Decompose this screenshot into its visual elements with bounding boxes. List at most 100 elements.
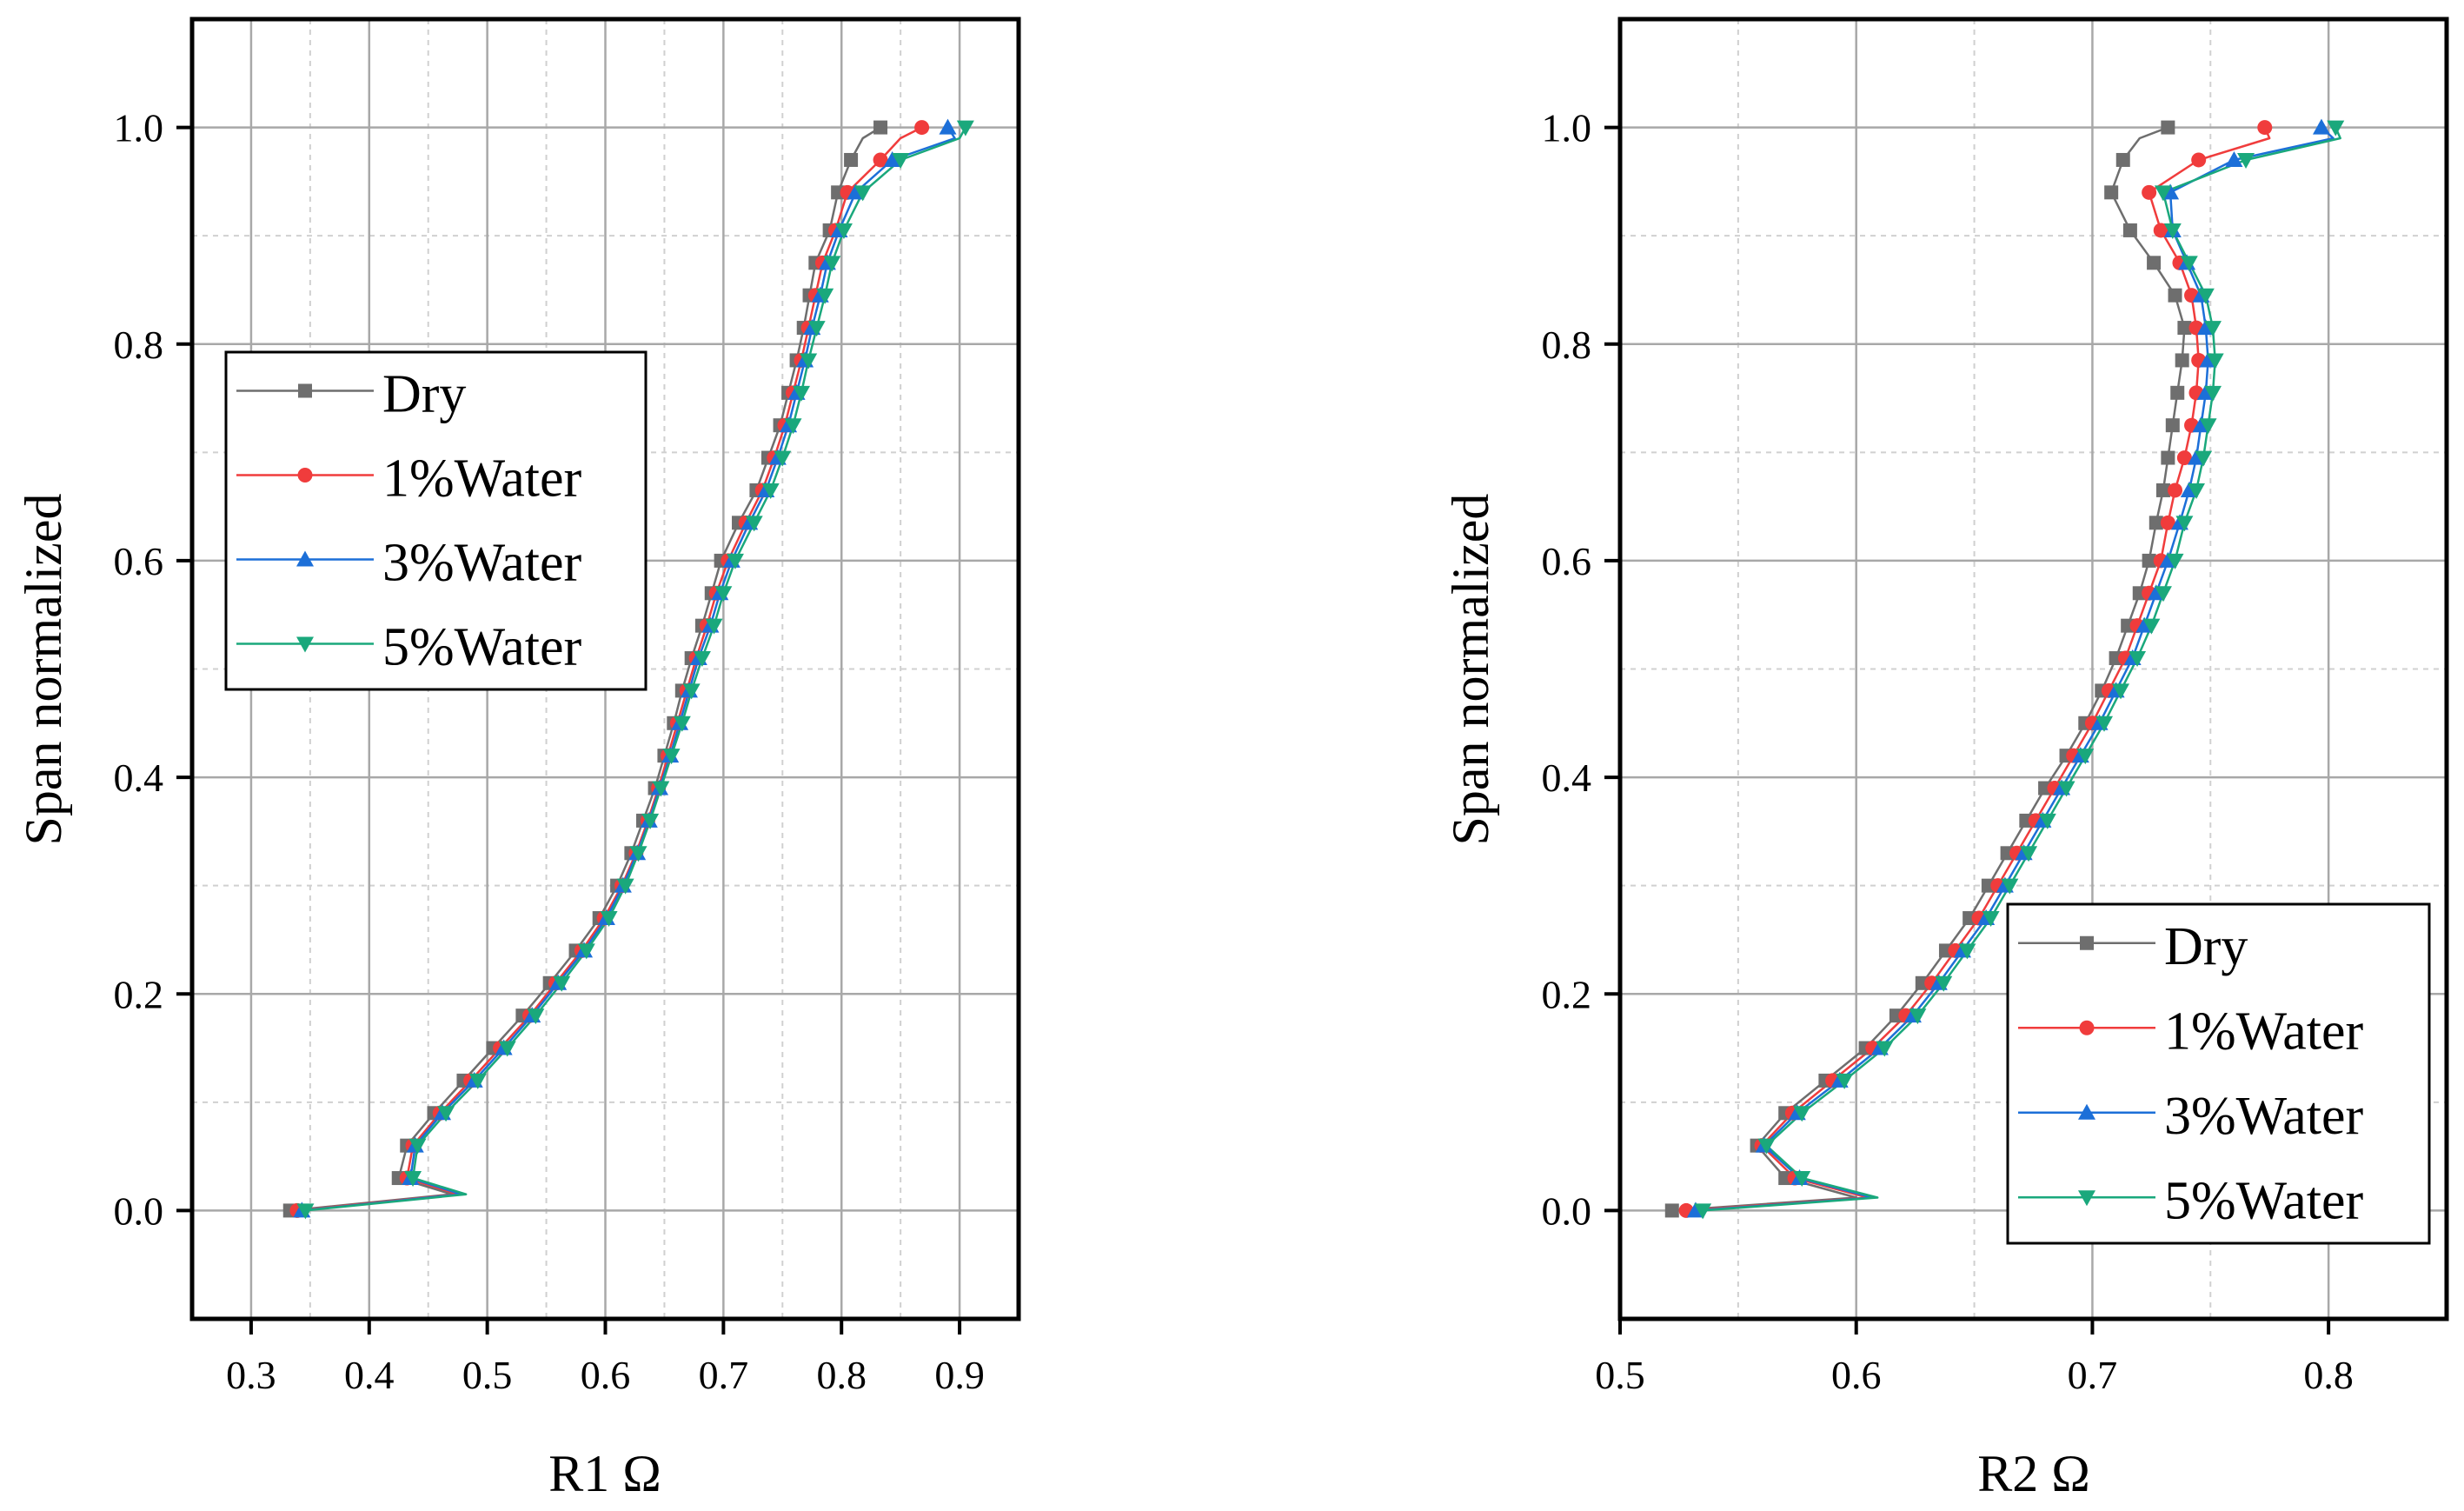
data-point (1664, 1203, 1679, 1218)
data-point (2327, 120, 2345, 136)
legend-marker (2079, 1020, 2095, 1035)
data-point (296, 1203, 315, 1220)
legend: Dry 1%Water 3%Water 5%Water (2006, 902, 2431, 1245)
y-tick-label: 0.8 (1542, 323, 1592, 367)
data-point (553, 975, 571, 992)
data-point (774, 450, 792, 467)
data-point (726, 553, 744, 569)
data-point (939, 118, 957, 135)
data-point (2170, 385, 2185, 400)
data-point (2112, 683, 2130, 700)
legend-marker (296, 636, 314, 653)
legend-label: 1%Water (382, 449, 581, 509)
data-point (2168, 288, 2182, 303)
data-point (2095, 716, 2114, 732)
x-tick-label: 0.5 (1595, 1353, 1645, 1397)
ticks: 0.5 0.6 0.7 0.8 0.0 0.2 0.4 0.6 0.8 1.0 (1542, 106, 2354, 1397)
data-point (2057, 781, 2075, 797)
data-point (2177, 321, 2192, 336)
data-point (2199, 418, 2217, 435)
y-tick-label: 1.0 (1542, 106, 1592, 150)
data-point (2153, 223, 2168, 238)
y-tick-label: 1.0 (114, 106, 164, 150)
data-point (2154, 185, 2172, 202)
data-point (2175, 353, 2189, 368)
data-point (1958, 943, 1976, 960)
data-point (2204, 321, 2222, 337)
y-tick-label: 0.4 (114, 756, 164, 800)
data-point (2149, 516, 2163, 530)
legend-label: Dry (382, 365, 466, 424)
data-point (2038, 813, 2056, 829)
data-point (800, 353, 818, 369)
plot-frame (1617, 17, 2449, 1321)
legend-marker (297, 468, 313, 483)
y-axis-title: Span normalized (1442, 494, 1499, 846)
data-point (2104, 185, 2119, 200)
data-point (1909, 1008, 1927, 1025)
series-group (1664, 118, 2345, 1220)
data-point (673, 716, 691, 732)
data-point (2180, 256, 2198, 272)
data-point (2161, 450, 2175, 465)
data-point (498, 1041, 516, 1057)
data-point (2163, 223, 2182, 239)
data-point (2257, 120, 2273, 136)
data-point (2147, 256, 2162, 270)
data-point (2206, 353, 2224, 369)
data-point (714, 586, 733, 602)
data-point (956, 120, 974, 136)
data-point (1793, 1171, 1811, 1188)
x-tick-label: 0.7 (699, 1353, 749, 1397)
y-tick-label: 0.2 (1542, 972, 1592, 1016)
data-point (2142, 553, 2156, 568)
data-point (600, 911, 618, 928)
markers-5-water (296, 120, 974, 1220)
data-point (2166, 553, 2184, 569)
data-point (2176, 450, 2192, 466)
data-point (2020, 846, 2038, 862)
data-point (807, 321, 826, 337)
data-point (652, 781, 670, 797)
legend: Dry 1%Water 3%Water 5%Water (224, 350, 648, 691)
data-point (834, 223, 853, 239)
data-point (2237, 152, 2255, 169)
ticks: 0.3 0.4 0.5 0.6 0.7 0.8 0.9 0.0 0.2 0.4 0.6 0.8 1.0 (114, 106, 985, 1397)
data-point (2187, 483, 2205, 499)
data-point (1836, 1073, 1854, 1089)
data-point (527, 1008, 545, 1025)
data-point (2225, 150, 2243, 167)
data-point (682, 683, 701, 700)
data-point (662, 749, 681, 765)
x-tick-label: 0.8 (816, 1353, 867, 1397)
data-point (816, 288, 834, 304)
data-point (793, 385, 811, 402)
data-point (577, 943, 595, 960)
data-point (2168, 483, 2183, 498)
legend-box (224, 350, 648, 691)
y-tick-label: 0.0 (1542, 1188, 1592, 1233)
series-group (282, 118, 974, 1220)
data-point (883, 150, 901, 167)
data-point (784, 418, 802, 435)
data-point (408, 1138, 427, 1155)
data-point (1694, 1203, 1712, 1220)
y-tick-label: 0.4 (1542, 756, 1592, 800)
x-axis-title: R2 Ω (1977, 1445, 2090, 1502)
x-tick-label: 0.9 (934, 1353, 985, 1397)
data-point (2154, 586, 2172, 602)
data-point (853, 185, 872, 202)
data-point (1757, 1138, 1776, 1155)
data-point (2161, 120, 2175, 135)
chart-panel-r1: 0.3 0.4 0.5 0.6 0.7 0.8 0.9 0.0 0.2 0.4 0.6 0.8 1.0 R… (15, 17, 1021, 1502)
data-point (2142, 618, 2161, 635)
legend-label: 3%Water (2164, 1087, 2363, 1146)
legend-marker (2080, 935, 2094, 950)
legend-label: Dry (2164, 917, 2248, 976)
data-point (823, 256, 841, 272)
x-tick-label: 0.6 (1831, 1353, 1882, 1397)
data-point (844, 152, 859, 167)
data-point (2204, 385, 2222, 402)
x-tick-label: 0.8 (2303, 1353, 2354, 1397)
legend-marker (296, 550, 314, 567)
